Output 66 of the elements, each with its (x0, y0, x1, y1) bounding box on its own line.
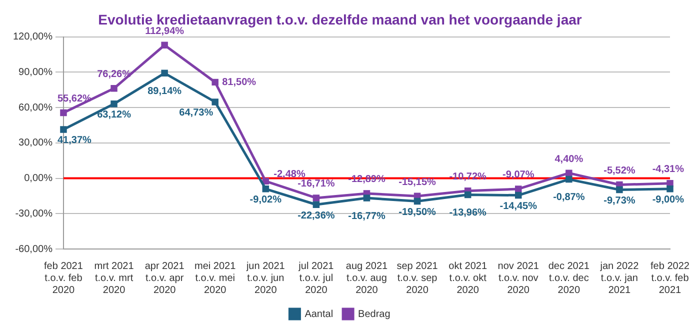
point (161, 42, 168, 48)
data-label: -4,31% (652, 164, 684, 176)
point (566, 170, 572, 176)
data-label: -0,87% (553, 192, 585, 204)
point (262, 186, 270, 192)
y-tick-label: 60,00% (18, 102, 53, 114)
y-tick-label: 30,00% (18, 138, 53, 149)
y-tick-label: -30,00% (15, 208, 53, 220)
data-label: 55,62% (57, 93, 92, 104)
data-label: -5,52% (604, 166, 636, 177)
point (666, 180, 674, 187)
y-tick-label: 90,00% (18, 66, 53, 78)
legend-label: Aantal (304, 308, 334, 320)
data-label: -16,71% (298, 178, 335, 190)
x-tick-label: mrt 2021 t.o.v. mrt 2020 (94, 260, 134, 296)
point (464, 191, 472, 198)
data-label: -15,15% (398, 176, 436, 188)
y-tick-label: 120,00% (12, 32, 53, 43)
point (515, 186, 522, 192)
legend-label: Bedrag (358, 308, 390, 320)
data-label: -14,45% (500, 201, 538, 212)
point (312, 194, 320, 202)
x-tick-label: sep 2021 t.o.v. sep 2020 (396, 260, 438, 296)
point (110, 100, 118, 108)
y-tick-label: 0,00% (24, 173, 53, 184)
x-tick-label: mei 2021 t.o.v. mei 2020 (194, 260, 236, 296)
x-tick-label: jun 2021 t.o.v. jun 2020 (245, 260, 286, 296)
x-tick-label: aug 2021 t.o.v. aug 2020 (346, 260, 388, 296)
data-label: 41,37% (57, 135, 92, 146)
point (60, 126, 67, 133)
point (161, 70, 168, 77)
data-label: 89,14% (148, 86, 182, 97)
point (414, 198, 421, 205)
x-tick-label: feb 2022 t.o.v. feb 2021 (650, 260, 690, 296)
point (312, 201, 320, 208)
data-label: 4,40% (554, 154, 584, 165)
x-tick-label: nov 2021 t.o.v. nov 2020 (498, 260, 540, 296)
data-label: -9,00% (652, 194, 684, 206)
x-tick-label: dec 2021 t.o.v. dec 2020 (548, 260, 590, 296)
data-label: 63,12% (97, 110, 132, 121)
point (616, 186, 623, 194)
point (262, 178, 270, 185)
x-tick-label: jul 2021 t.o.v. jul 2020 (298, 260, 334, 296)
data-label: 112,94% (145, 26, 184, 37)
data-label: -9,02% (250, 194, 282, 206)
data-label: 64,73% (179, 108, 214, 119)
x-tick-label: feb 2021 t.o.v. feb 2020 (44, 260, 84, 296)
data-label: -9,73% (604, 195, 636, 206)
x-tick-label: apr 2021 t.o.v. apr 2020 (144, 260, 185, 296)
point (60, 109, 67, 116)
data-label: -13,96% (449, 207, 487, 218)
point (212, 98, 218, 106)
chart-title: Evolutie kredietaanvragen t.o.v. dezelfde maand van het voorgaande jaar (98, 11, 582, 28)
x-tick-label: okt 2021 t.o.v. okt 2020 (448, 260, 488, 296)
point (212, 78, 218, 86)
data-label: -22,36% (298, 210, 335, 222)
point (666, 186, 674, 192)
y-tick-label: -60,00% (15, 244, 53, 255)
point (363, 194, 370, 202)
point (110, 84, 118, 92)
data-label: -19,50% (398, 207, 436, 218)
point (515, 192, 522, 199)
data-label: 81,50% (222, 76, 256, 88)
data-label: -16,77% (348, 210, 386, 222)
point (566, 176, 572, 183)
x-tick-label: jan 2022 t.o.v. jan 2021 (599, 260, 640, 296)
